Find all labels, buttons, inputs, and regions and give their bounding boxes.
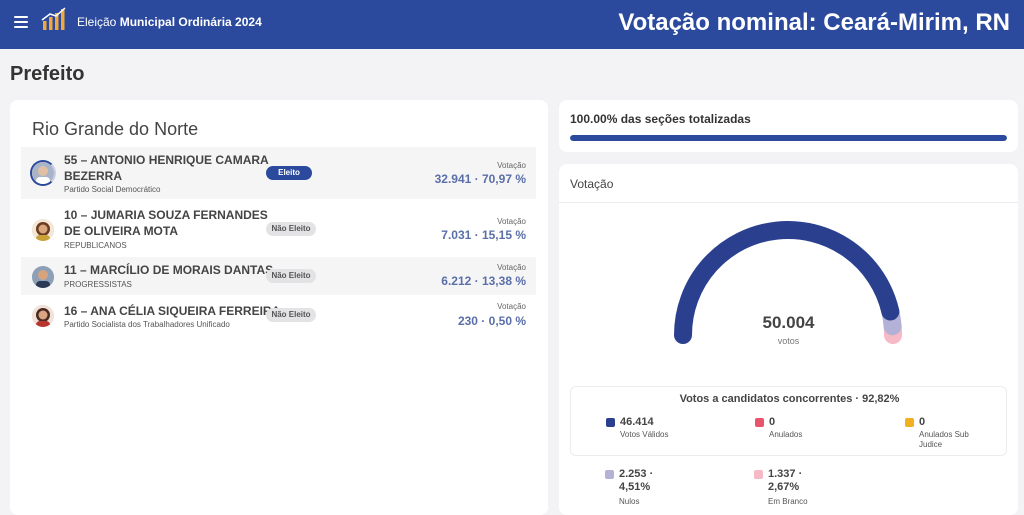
candidate-row[interactable]: 55 – ANTONIO HENRIQUE CAMARA BEZERRA Par… <box>21 147 536 199</box>
legend-value: 46.414 <box>620 416 654 428</box>
legend-swatch <box>605 470 614 479</box>
legend-swatch <box>606 418 615 427</box>
legend-swatch <box>755 418 764 427</box>
candidate-name: 55 – ANTONIO HENRIQUE CAMARA BEZERRA <box>64 153 269 183</box>
candidate-row[interactable]: 11 – MARCÍLIO DE MORAIS DANTAS PROGRESSI… <box>21 257 536 295</box>
votes-title: Votação <box>570 177 614 191</box>
legend-title: Votos a candidatos concorrentes · 92,82% <box>679 393 900 405</box>
vote-label: Votação <box>497 263 526 272</box>
status-badge: Não Eleito <box>266 222 316 236</box>
bar-chart-icon <box>41 7 66 30</box>
vote-value: 230 · 0,50 % <box>457 314 526 328</box>
menu-icon[interactable] <box>14 16 28 28</box>
app-title: Eleição Municipal Ordinária 2024 <box>77 15 262 29</box>
vote-label: Votação <box>497 217 526 226</box>
legend-label: Em Branco <box>768 497 808 506</box>
legend-label: Nulos <box>619 497 640 506</box>
status-badge: Não Eleito <box>266 308 316 322</box>
legend-value: 0 <box>769 416 776 428</box>
vote-label: Votação <box>497 302 526 311</box>
legend-label: Anulados Sub Judice <box>919 430 969 449</box>
candidate-name: 10 – JUMARIA SOUZA FERNANDES DE OLIVEIRA… <box>64 208 268 238</box>
legend-swatch <box>754 470 763 479</box>
vote-value: 6.212 · 13,38 % <box>441 274 526 288</box>
candidate-party: PROGRESSISTAS <box>64 280 132 289</box>
page-heading: Votação nominal: Ceará-Mirim, RN <box>618 9 1010 36</box>
vote-value: 7.031 · 15,15 % <box>441 228 526 242</box>
legend-swatch <box>905 418 914 427</box>
app-title-bold: Municipal Ordinária 2024 <box>119 15 262 29</box>
gauge-segment-votos-válidos <box>674 221 900 344</box>
candidates-card: Rio Grande do Norte 55 – ANTONIO HENRIQU… <box>10 100 548 515</box>
candidate-party: Partido Socialista dos Trabalhadores Uni… <box>64 320 230 329</box>
status-badge: Não Eleito <box>266 269 316 283</box>
legend: Votos a candidatos concorrentes · 92,82%… <box>570 386 1007 456</box>
state-title: Rio Grande do Norte <box>32 119 199 139</box>
avatar <box>32 219 54 241</box>
vote-label: Votação <box>497 161 526 170</box>
legend-value: 1.337 · 2,67% <box>768 468 803 493</box>
candidate-row[interactable]: 10 – JUMARIA SOUZA FERNANDES DE OLIVEIRA… <box>21 204 536 256</box>
avatar <box>32 305 54 327</box>
candidate-row[interactable]: 16 – ANA CÉLIA SIQUEIRA FERREIRA Partido… <box>21 296 536 336</box>
avatar-ring <box>30 160 56 186</box>
progress-fill <box>570 135 1007 141</box>
vote-value: 32.941 · 70,97 % <box>434 172 526 186</box>
section-title: Prefeito <box>10 63 85 85</box>
gauge-total: 50.004 <box>762 313 815 332</box>
candidate-party: Partido Social Democrático <box>64 185 161 194</box>
status-badge: Eleito <box>266 166 312 180</box>
divider <box>559 202 1018 203</box>
progress-bar <box>570 135 1007 141</box>
votes-card: Votação 50.004 votos Votos a candidatos … <box>559 164 1018 515</box>
avatar <box>32 266 54 288</box>
votes-gauge <box>674 221 902 344</box>
gauge-unit: votos <box>777 336 800 346</box>
avatar <box>32 162 54 184</box>
legend-label: Anulados <box>769 430 803 439</box>
progress-card: 100.00% das seções totalizadas <box>559 100 1018 152</box>
legend-value: 0 <box>919 416 926 428</box>
app-title-prefix: Eleição <box>77 15 117 29</box>
candidate-name: 16 – ANA CÉLIA SIQUEIRA FERREIRA <box>64 304 281 318</box>
candidate-party: REPUBLICANOS <box>64 241 127 250</box>
progress-text: 100.00% das seções totalizadas <box>570 112 751 126</box>
top-bar: Eleição Municipal Ordinária 2024 Votação… <box>0 0 1024 49</box>
legend-label: Votos Válidos <box>620 430 669 439</box>
candidate-name: 11 – MARCÍLIO DE MORAIS DANTAS <box>64 263 274 277</box>
legend-value: 2.253 · 4,51% <box>619 468 654 493</box>
